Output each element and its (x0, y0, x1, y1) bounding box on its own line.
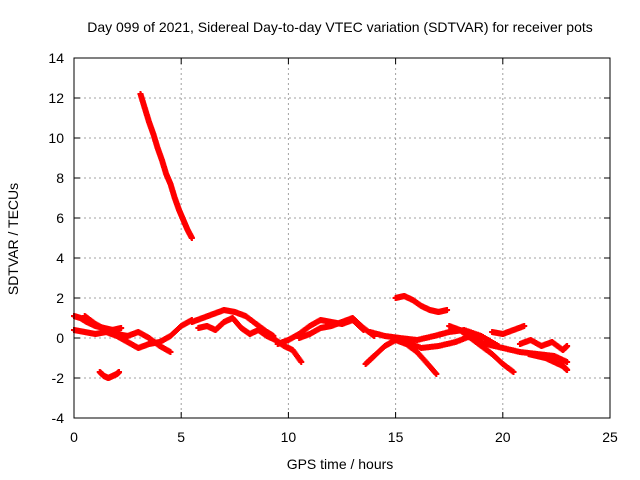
data-point-marker (564, 359, 571, 365)
series-arc-j (392, 293, 451, 315)
series-arc-e (188, 307, 277, 339)
x-tick-label: 10 (281, 429, 297, 445)
data-point-marker (116, 369, 123, 375)
series-arc-c (81, 313, 174, 355)
y-axis-label: SDTVAR / TECUs (5, 183, 21, 295)
y-tick-label: 8 (56, 170, 64, 186)
y-tick-label: 14 (48, 50, 64, 66)
series-arc-i (362, 337, 440, 377)
data-point-marker (521, 323, 528, 329)
data-point-marker (564, 367, 571, 373)
y-tick-label: 4 (56, 250, 64, 266)
series-arc-d (96, 369, 123, 381)
data-point-marker (298, 359, 305, 365)
y-tick-label: 0 (56, 330, 64, 346)
y-tick-label: 6 (56, 210, 64, 226)
series-steep-arc (137, 91, 195, 241)
series-arc-m (446, 323, 517, 375)
data-point-marker (118, 325, 125, 331)
data-point-marker (167, 349, 174, 355)
chart-title: Day 099 of 2021, Sidereal Day-to-day VTE… (87, 19, 593, 35)
y-tick-label: -4 (52, 410, 65, 426)
series-arc-o (516, 337, 571, 353)
data-point-marker (188, 235, 195, 241)
x-tick-label: 25 (602, 429, 618, 445)
series-arc-g (274, 317, 367, 347)
axes-layer (73, 57, 611, 419)
tick-layer: 0 5 10 15 20 25 -4 -2 0 2 4 6 8 10 12 14 (48, 50, 618, 445)
x-tick-label: 0 (70, 429, 78, 445)
x-tick-label: 15 (388, 429, 404, 445)
data-point-marker (510, 369, 517, 375)
data-point-marker (564, 343, 571, 349)
grid-layer (74, 58, 610, 418)
series-arc-n (489, 323, 528, 337)
x-axis-label: GPS time / hours (287, 456, 394, 472)
y-tick-label: 12 (48, 90, 64, 106)
y-tick-label: 2 (56, 290, 64, 306)
data-point-marker (433, 371, 440, 377)
series-arc-p (525, 351, 571, 373)
points-layer (71, 91, 571, 381)
x-tick-label: 5 (177, 429, 185, 445)
y-tick-label: 10 (48, 130, 64, 146)
plot-frame (73, 57, 611, 419)
x-tick-label: 20 (495, 429, 511, 445)
data-point-marker (444, 307, 451, 313)
y-tick-label: -2 (52, 370, 65, 386)
